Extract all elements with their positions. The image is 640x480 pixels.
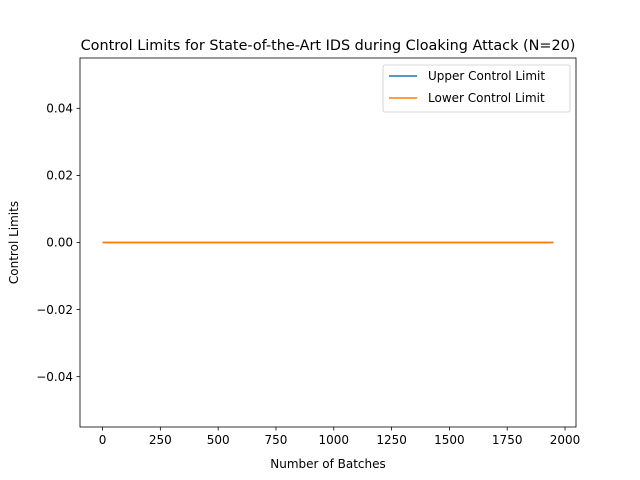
- x-tick-label: 1000: [319, 433, 350, 447]
- y-tick-label: 0.02: [46, 169, 73, 183]
- x-tick-label: 1750: [492, 433, 523, 447]
- legend-frame: [382, 64, 571, 113]
- chart-title: Control Limits for State-of-the-Art IDS …: [81, 38, 576, 54]
- y-tick-label: 0.00: [46, 236, 73, 250]
- plot-area: [79, 57, 577, 428]
- x-tick-label: 1500: [434, 433, 465, 447]
- x-tick-label: 750: [265, 433, 288, 447]
- legend-label-0: Upper Control Limit: [428, 69, 545, 83]
- y-axis: −0.04 −0.02 0.00 0.02 0.04: [36, 102, 80, 384]
- x-tick-label: 1250: [376, 433, 407, 447]
- x-axis-label: Number of Batches: [270, 457, 386, 471]
- x-tick-label: 250: [149, 433, 172, 447]
- legend-items: Upper Control Limit Lower Control Limit: [389, 69, 545, 105]
- x-tick-label: 0: [99, 433, 107, 447]
- x-tick-label: 2000: [550, 433, 581, 447]
- y-axis-label: Control Limits: [7, 201, 21, 284]
- legend-label-1: Lower Control Limit: [428, 91, 545, 105]
- y-tick-label: −0.04: [36, 370, 73, 384]
- x-tick-label: 500: [207, 433, 230, 447]
- y-tick-label: 0.04: [46, 102, 73, 116]
- legend: Upper Control Limit Lower Control Limit: [382, 64, 571, 113]
- x-axis: 0 250 500 750 1000 1250 1500 1750 2000: [99, 427, 581, 447]
- y-tick-label: −0.02: [36, 303, 73, 317]
